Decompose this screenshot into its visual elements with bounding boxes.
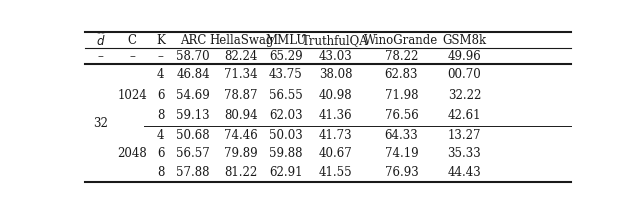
Text: 43.75: 43.75	[269, 68, 303, 81]
Text: –: –	[129, 50, 135, 63]
Text: 76.93: 76.93	[385, 166, 419, 179]
Text: 62.03: 62.03	[269, 109, 303, 122]
Text: 49.96: 49.96	[447, 50, 481, 63]
Text: 8: 8	[157, 166, 164, 179]
Text: 79.89: 79.89	[225, 147, 258, 160]
Text: 81.22: 81.22	[225, 166, 258, 179]
Text: 54.69: 54.69	[176, 89, 210, 102]
Text: 6: 6	[157, 89, 164, 102]
Text: 40.67: 40.67	[319, 147, 352, 160]
Text: 44.43: 44.43	[447, 166, 481, 179]
Text: 40.98: 40.98	[319, 89, 352, 102]
Text: 74.46: 74.46	[225, 129, 258, 142]
Text: TruthfulQA: TruthfulQA	[302, 34, 369, 47]
Text: –: –	[98, 50, 104, 63]
Text: 4: 4	[157, 68, 164, 81]
Text: 56.57: 56.57	[176, 147, 210, 160]
Text: 62.83: 62.83	[385, 68, 418, 81]
Text: 50.68: 50.68	[176, 129, 210, 142]
Text: 35.33: 35.33	[447, 147, 481, 160]
Text: 59.13: 59.13	[176, 109, 210, 122]
Text: HellaSwag: HellaSwag	[209, 34, 273, 47]
Text: 59.88: 59.88	[269, 147, 303, 160]
Text: 78.87: 78.87	[225, 89, 258, 102]
Text: 13.27: 13.27	[447, 129, 481, 142]
Text: 41.55: 41.55	[319, 166, 352, 179]
Text: K: K	[156, 34, 165, 47]
Text: 32: 32	[93, 116, 108, 130]
Text: C: C	[127, 34, 136, 47]
Text: 56.55: 56.55	[269, 89, 303, 102]
Text: 65.29: 65.29	[269, 50, 303, 63]
Text: 43.03: 43.03	[319, 50, 352, 63]
Text: 62.91: 62.91	[269, 166, 303, 179]
Text: 38.08: 38.08	[319, 68, 352, 81]
Text: ARC: ARC	[180, 34, 206, 47]
Text: –: –	[158, 50, 164, 63]
Text: 41.36: 41.36	[319, 109, 352, 122]
Text: 6: 6	[157, 147, 164, 160]
Text: 41.73: 41.73	[319, 129, 352, 142]
Text: GSM8k: GSM8k	[442, 34, 486, 47]
Text: MMLU: MMLU	[265, 34, 307, 47]
Text: 82.24: 82.24	[225, 50, 258, 63]
Text: 46.84: 46.84	[176, 68, 210, 81]
Text: 1024: 1024	[117, 89, 147, 102]
Text: 00.70: 00.70	[447, 68, 481, 81]
Text: $\widehat{d}$: $\widehat{d}$	[95, 32, 106, 49]
Text: WinoGrande: WinoGrande	[364, 34, 438, 47]
Text: 74.19: 74.19	[385, 147, 418, 160]
Text: 71.34: 71.34	[225, 68, 258, 81]
Text: 42.61: 42.61	[447, 109, 481, 122]
Text: 57.88: 57.88	[177, 166, 210, 179]
Text: 64.33: 64.33	[385, 129, 419, 142]
Text: 80.94: 80.94	[225, 109, 258, 122]
Text: 76.56: 76.56	[385, 109, 419, 122]
Text: 58.70: 58.70	[176, 50, 210, 63]
Text: 71.98: 71.98	[385, 89, 418, 102]
Text: 32.22: 32.22	[448, 89, 481, 102]
Text: 4: 4	[157, 129, 164, 142]
Text: 50.03: 50.03	[269, 129, 303, 142]
Text: 78.22: 78.22	[385, 50, 418, 63]
Text: 2048: 2048	[117, 147, 147, 160]
Text: 8: 8	[157, 109, 164, 122]
